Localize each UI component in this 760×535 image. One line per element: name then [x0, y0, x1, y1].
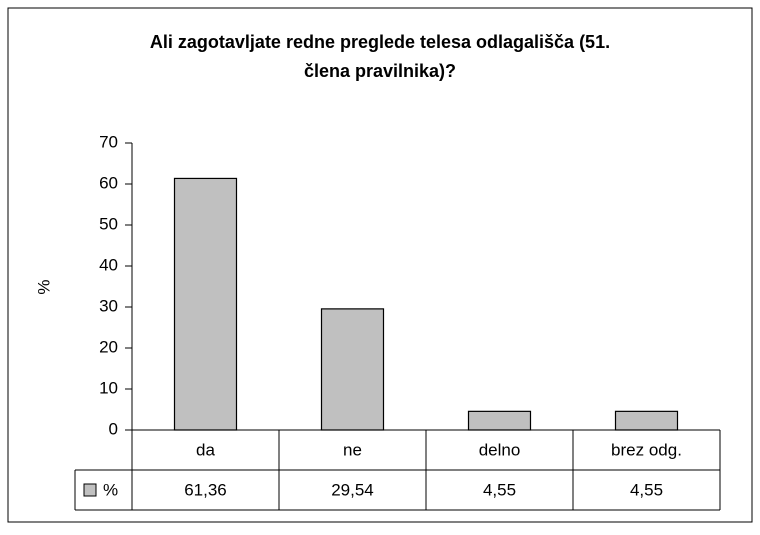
y-tick-label: 60 — [99, 173, 118, 192]
legend-label: % — [103, 480, 118, 499]
bar — [467, 410, 532, 431]
bar — [173, 177, 238, 431]
x-tick-label: da — [196, 440, 215, 459]
bar — [320, 308, 385, 431]
x-tick-label: ne — [343, 440, 362, 459]
y-tick-label: 70 — [99, 132, 118, 151]
legend-swatch — [83, 483, 97, 497]
chart-title: Ali zagotavljate redne preglede telesa o… — [150, 32, 610, 52]
bar — [614, 410, 679, 431]
data-label: 4,55 — [483, 480, 516, 499]
x-tick-label: delno — [479, 440, 521, 459]
y-tick-label: 0 — [109, 419, 118, 438]
y-axis-label: % — [34, 279, 53, 294]
data-label: 61,36 — [184, 480, 227, 499]
chart-title: člena pravilnika)? — [304, 61, 456, 81]
x-tick-label: brez odg. — [611, 440, 682, 459]
y-tick-label: 10 — [99, 378, 118, 397]
y-tick-label: 30 — [99, 296, 118, 315]
data-label: 29,54 — [331, 480, 374, 499]
data-label: 4,55 — [630, 480, 663, 499]
y-tick-label: 20 — [99, 337, 118, 356]
y-tick-label: 40 — [99, 255, 118, 274]
y-tick-label: 50 — [99, 214, 118, 233]
